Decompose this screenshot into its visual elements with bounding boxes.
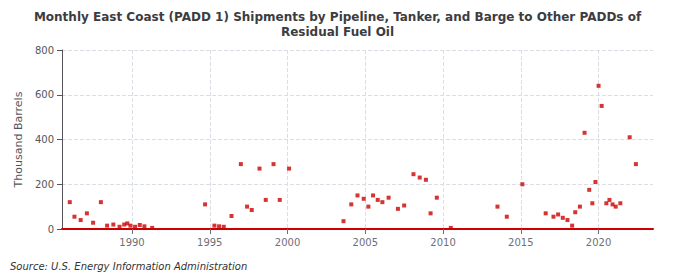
svg-text:Source: U.S. Energy Informatio: Source: U.S. Energy Information Administ…	[10, 261, 247, 272]
svg-text:400: 400	[35, 134, 54, 145]
svg-text:1990: 1990	[119, 237, 144, 248]
svg-text:Thousand Barrels: Thousand Barrels	[12, 91, 25, 188]
svg-text:0: 0	[48, 224, 54, 235]
svg-text:2000: 2000	[275, 237, 300, 248]
svg-text:2020: 2020	[586, 237, 611, 248]
svg-text:2010: 2010	[430, 237, 455, 248]
svg-text:2005: 2005	[353, 237, 378, 248]
svg-text:Monthly East Coast (PADD 1) Sh: Monthly East Coast (PADD 1) Shipments by…	[34, 10, 642, 24]
svg-text:Residual Fuel Oil: Residual Fuel Oil	[281, 25, 394, 39]
svg-text:600: 600	[35, 89, 54, 100]
svg-text:200: 200	[35, 179, 54, 190]
svg-text:1995: 1995	[197, 237, 222, 248]
svg-text:800: 800	[35, 45, 54, 56]
svg-text:2015: 2015	[508, 237, 533, 248]
